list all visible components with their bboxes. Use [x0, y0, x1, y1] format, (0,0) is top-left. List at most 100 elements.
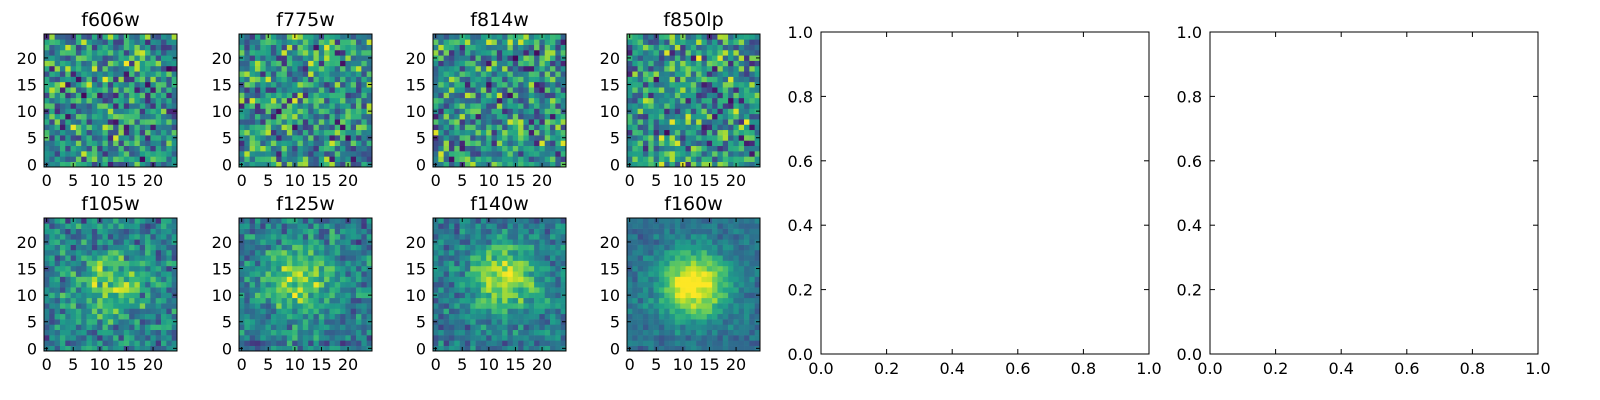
heatmap-cell — [701, 124, 708, 131]
heatmap-cell — [155, 81, 162, 88]
heatmap-cell — [653, 108, 660, 115]
heatmap-cell — [685, 319, 692, 325]
heatmap-cell — [239, 228, 245, 235]
heatmap-cell — [70, 113, 77, 120]
heatmap-cell — [139, 324, 146, 331]
heatmap-cell — [49, 244, 55, 251]
heatmap-cell — [313, 335, 320, 341]
heatmap-cell — [464, 119, 471, 125]
heatmap-cell — [637, 345, 644, 352]
heatmap-cell — [286, 276, 293, 283]
heatmap-cell — [658, 287, 665, 293]
heatmap-cell — [523, 76, 530, 83]
heatmap-cell — [334, 239, 341, 245]
heatmap-cell — [308, 292, 314, 299]
heatmap-cell — [249, 103, 256, 109]
heatmap-cell — [91, 239, 98, 245]
heatmap-cell — [459, 124, 466, 131]
heatmap-cell — [664, 276, 670, 283]
heatmap-cell — [443, 303, 450, 309]
heatmap-cell — [102, 71, 109, 77]
heatmap-cell — [738, 303, 745, 309]
heatmap-cell — [512, 60, 519, 67]
heatmap-cell — [502, 156, 508, 162]
heatmap-cell — [313, 44, 320, 51]
heatmap-cell — [340, 249, 346, 256]
heatmap-cell — [123, 276, 130, 283]
heatmap-cell — [155, 308, 162, 315]
heatmap-cell — [733, 292, 740, 299]
heatmap-cell — [59, 65, 66, 72]
heatmap-cell — [475, 92, 482, 99]
heatmap-cell — [637, 135, 644, 141]
heatmap-cell — [49, 92, 55, 99]
heatmap-cell — [528, 71, 535, 77]
heatmap-cell — [507, 140, 514, 147]
heatmap-cell — [486, 255, 492, 261]
heatmap-cell — [276, 151, 282, 157]
heatmap-cell — [534, 92, 540, 99]
heatmap-cell — [496, 292, 503, 299]
heatmap-cell — [308, 303, 314, 309]
heatmap-cell — [297, 313, 304, 320]
heatmap-cell — [345, 71, 352, 77]
heatmap-cell — [318, 113, 325, 120]
heatmap-cell — [281, 223, 288, 229]
heatmap-cell — [459, 244, 466, 251]
heatmap-cell — [318, 228, 325, 235]
heatmap-cell — [685, 65, 692, 72]
heatmap-cell — [712, 55, 718, 61]
heatmap-cell — [555, 329, 561, 336]
heatmap-cell — [539, 292, 546, 299]
heatmap-cell — [658, 308, 665, 315]
heatmap-cell — [260, 329, 266, 336]
heatmap-cell — [706, 129, 713, 136]
heatmap-cell — [145, 276, 151, 283]
heatmap-cell — [334, 71, 341, 77]
heatmap-cell — [433, 60, 439, 67]
heatmap-cell — [648, 119, 654, 125]
heatmap-cell — [171, 335, 178, 341]
heatmap-cell — [550, 34, 556, 40]
heatmap-cell — [129, 281, 135, 288]
heatmap-cell — [438, 34, 444, 40]
heatmap-cell — [496, 319, 503, 325]
heatmap-cell — [464, 151, 471, 157]
heatmap-cell — [97, 135, 103, 141]
heatmap-cell — [507, 55, 514, 61]
heatmap-cell — [464, 87, 471, 93]
heatmap-cell — [49, 228, 55, 235]
heatmap-cell — [491, 76, 498, 83]
heatmap-cell — [134, 276, 141, 283]
heatmap-cell — [464, 135, 471, 141]
heatmap-cell — [738, 55, 745, 61]
heatmap-cell — [560, 281, 567, 288]
heatmap-cell — [254, 313, 261, 320]
heatmap-cell — [134, 55, 141, 61]
heatmap-cell — [507, 34, 514, 40]
heatmap-cell — [464, 223, 471, 229]
heatmap-cell — [81, 71, 87, 77]
heatmap-cell — [507, 260, 514, 267]
heatmap-cell — [308, 129, 314, 136]
heatmap-cell — [86, 340, 93, 346]
heatmap-cell — [544, 319, 551, 325]
heatmap-cell — [65, 81, 71, 88]
heatmap-cell — [632, 92, 638, 99]
heatmap-cell — [680, 44, 686, 51]
heatmap-cell — [690, 135, 697, 141]
heatmap-cell — [701, 313, 708, 320]
heatmap-cell — [706, 276, 713, 283]
heatmap-cell — [276, 340, 282, 346]
heatmap-cell — [496, 260, 503, 267]
heatmap-cell — [443, 218, 450, 224]
heatmap-cell — [297, 140, 304, 147]
heatmap-cell — [313, 319, 320, 325]
heatmap-cell — [438, 218, 444, 224]
heatmap-cell — [627, 308, 633, 315]
heatmap-cell — [749, 92, 755, 99]
heatmap-cell — [118, 345, 125, 352]
heatmap-cell — [91, 249, 98, 256]
heatmap-cell — [632, 44, 638, 51]
heatmap-cell — [534, 103, 540, 109]
